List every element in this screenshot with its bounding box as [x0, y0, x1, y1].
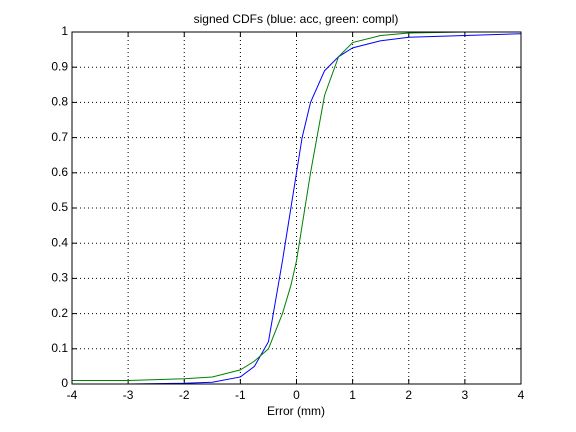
x-tick-label: -1 [235, 388, 246, 402]
y-tick-label: 0.1 [51, 341, 68, 355]
plot-frame [71, 31, 522, 385]
y-tick-label: 0.6 [51, 165, 68, 179]
chart-title: signed CDFs (blue: acc, green: compl) [194, 12, 399, 26]
x-tick-label: -4 [67, 388, 78, 402]
y-tick-label: 1 [61, 24, 68, 38]
x-tick-label: -3 [123, 388, 134, 402]
x-axis-label: Error (mm) [267, 404, 325, 418]
y-tick-label: 0.2 [51, 306, 68, 320]
x-tick-label: 4 [518, 388, 525, 402]
x-tick-label: -2 [179, 388, 190, 402]
y-tick-label: 0.4 [51, 235, 68, 249]
x-tick-label: 3 [462, 388, 469, 402]
y-tick-label: 0 [61, 376, 68, 390]
y-tick-label: 0.5 [51, 200, 68, 214]
data-line [72, 31, 521, 381]
y-tick-label: 0.7 [51, 130, 68, 144]
x-tick-label: 1 [349, 388, 356, 402]
data-line [72, 33, 522, 385]
y-tick-label: 0.8 [51, 95, 68, 109]
x-tick-label: 2 [405, 388, 412, 402]
y-tick-label: 0.9 [51, 59, 68, 73]
y-tick-label: 0.3 [51, 271, 68, 285]
x-tick-label: 0 [293, 388, 300, 402]
